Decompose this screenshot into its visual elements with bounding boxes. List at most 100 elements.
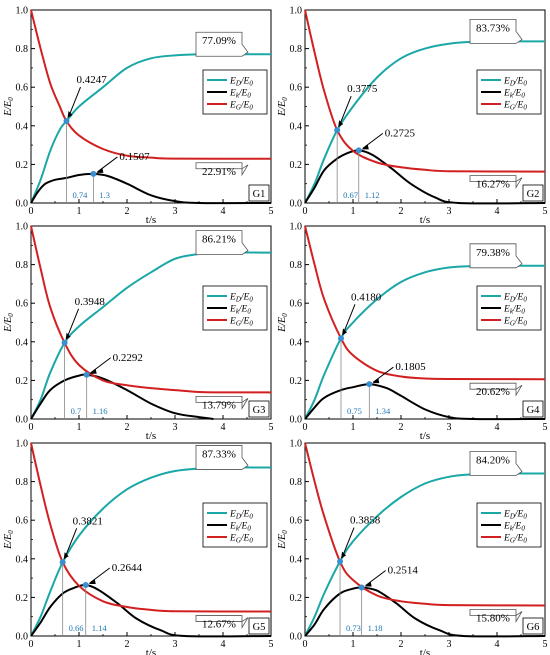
kmax-value-label: 0.1507 [119,151,150,163]
percentage-label: 77.09% [202,35,236,47]
series-line-ek [30,583,272,638]
y-tick-label: 1.0 [290,222,303,233]
x-tick-label: 5 [269,206,274,217]
x-tick-label: 2 [399,206,404,217]
callout-arrow [341,527,355,558]
x-tick-label: 2 [399,422,404,433]
crossing-time-label: 0.7 [71,406,82,416]
y-tick-label: 0.8 [16,260,29,271]
legend-label: EG/E0 [503,534,527,545]
x-tick-label: 5 [543,206,548,217]
legend-label: Ek/E0 [229,305,251,316]
crossing-value-label: 0.4247 [77,74,108,86]
percentage-callout-box [195,230,249,256]
data-point-marker [358,584,365,591]
legend-label: Ek/E0 [229,89,251,100]
data-point-marker [355,147,362,154]
y-tick-label: 0.0 [290,199,303,210]
legend-label: ED/E0 [503,510,527,521]
percentage-callout-box [195,31,249,57]
data-point-marker [59,559,66,566]
percentage-callout-box [469,243,523,269]
kmax-time-label: 1.18 [368,623,383,633]
y-tick-label: 0.0 [16,415,29,426]
y-tick-label: 1.0 [16,439,29,450]
percentage-label: 83.73% [476,22,510,34]
data-point-marker [83,371,90,378]
y-tick-label: 0.2 [290,376,303,387]
kmax-value-label: 0.2292 [113,352,143,364]
crossing-value-label: 0.3775 [347,83,378,95]
x-tick-label: 2 [125,639,130,650]
panel-tag-label: G1 [253,189,266,200]
kmax-time-label: 1.34 [375,406,391,416]
callout-arrow [342,304,356,335]
panel-tag-box [522,400,544,418]
x-axis-label: t/s [146,647,156,655]
panel-g3: 0 1 2 3 4 5 0.0 0.2 0.4 0.6 0.8 1.0 t/s E/E0 0.7 1.16 0.… [3,222,274,443]
percentage-callout-box [195,615,249,629]
y-tick-label: 0.8 [290,260,303,271]
y-tick-label: 0.2 [290,593,303,604]
kmax-value-label: 0.2644 [112,562,143,574]
y-tick-label: 0.2 [16,593,29,604]
data-point-marker [90,170,97,177]
legend-label: Ek/E0 [503,89,525,100]
arrow-head [364,581,372,587]
legend-label: ED/E0 [503,77,527,88]
arrow-head [342,328,347,336]
panel-tag-box [522,184,544,202]
percentage-label: 13.79% [202,399,236,411]
kmax-time-label: 1.3 [99,190,110,200]
x-tick-label: 4 [495,206,500,217]
x-tick-label: 1 [351,206,356,217]
x-tick-label: 0 [303,639,308,650]
percentage-callout-box [469,382,523,397]
y-tick-label: 0.4 [290,337,303,348]
y-tick-label: 0.0 [290,632,303,643]
series-line-ek [304,149,546,205]
percentage-callout-box [469,609,523,623]
kmax-value-label: 0.1805 [395,361,426,373]
x-tick-label: 4 [221,206,226,217]
panel-tag-label: G5 [253,622,266,633]
legend-label: EG/E0 [503,101,527,112]
y-tick-label: 0.4 [290,121,303,132]
y-tick-label: 0.6 [290,516,303,527]
series-line-eg [30,225,271,394]
y-tick-label: 0.4 [16,337,29,348]
crossing-time-label: 0.74 [73,190,89,200]
panel-tag-label: G2 [527,189,540,200]
percentage-label: 79.38% [476,247,510,259]
crossing-value-label: 0.3948 [75,296,106,308]
percentage-callout-box [469,175,523,190]
crossing-time-label: 0.66 [69,623,84,633]
x-tick-label: 0 [29,639,34,650]
panel-tag-box [248,617,270,635]
x-tick-label: 1 [351,422,356,433]
y-axis-label: E/E0 [3,97,15,117]
arrow-head [96,167,104,173]
series-line-eg [304,442,546,607]
x-tick-label: 3 [447,422,452,433]
arrow-head [338,120,344,128]
x-tick-label: 0 [303,422,308,433]
percentage-label: 20.62% [476,386,510,398]
series-line-ek [304,383,546,421]
panel-g4: 0 1 2 3 4 5 0.0 0.2 0.4 0.6 0.8 1.0 t/s E/E0 0.75 1.34 0… [277,222,548,443]
x-tick-label: 3 [447,639,452,650]
legend-label: EG/E0 [503,317,527,328]
callout-arrow [68,86,81,118]
legend-label: EG/E0 [229,534,253,545]
arrow-head [89,368,97,374]
legend-label: Ek/E0 [503,305,525,316]
x-tick-label: 1 [351,639,356,650]
y-tick-label: 0.0 [16,632,29,643]
crossing-time-label: 0.73 [346,623,361,633]
x-tick-label: 1 [77,639,82,650]
percentage-callout-box [195,162,249,177]
data-point-marker [63,118,70,125]
arrow-head [88,578,96,584]
x-tick-label: 3 [447,206,452,217]
y-tick-label: 0.0 [16,199,29,210]
